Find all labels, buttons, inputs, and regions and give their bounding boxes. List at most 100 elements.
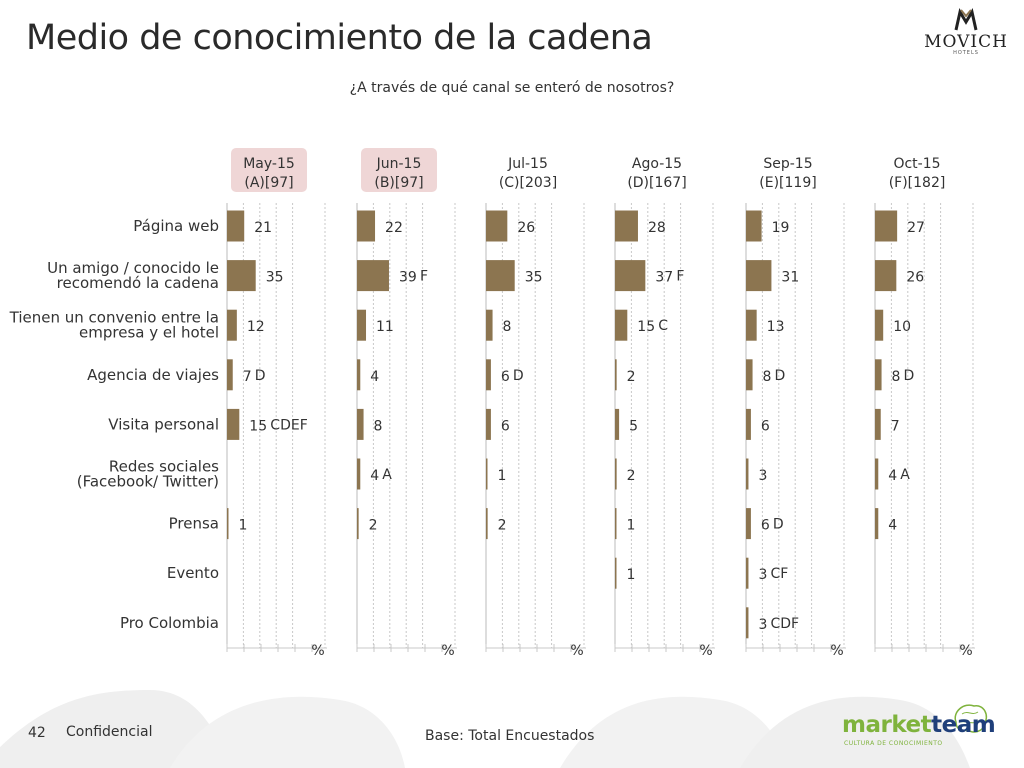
category-label: Un amigo / conocido le recomendó la caden… [47, 259, 219, 292]
chart-bar [357, 458, 361, 490]
significance-label: C [658, 318, 668, 334]
chart-bar [615, 557, 617, 589]
panel-unit-label: % [699, 643, 712, 659]
significance-label: A [382, 467, 392, 483]
bar-value-label: 2 [498, 518, 507, 534]
chart-bar [357, 508, 359, 540]
category-label-line: Un amigo / conocido le [47, 259, 219, 277]
significance-label: D [513, 368, 524, 384]
category-label-line: Página web [133, 217, 219, 235]
chart-bar [875, 210, 898, 242]
chart-bar [357, 260, 389, 292]
mt-word-market: market [842, 712, 932, 738]
bar-value-label: 6 [501, 369, 510, 385]
category-label: Evento [167, 564, 219, 582]
bar-value-label: 21 [254, 220, 272, 236]
significance-label: F [420, 269, 428, 285]
panel-unit-label: % [570, 643, 583, 659]
bar-value-label: 11 [376, 319, 394, 335]
bar-chart-panels: Página web Un amigo / conocido le recomend… [9, 148, 975, 659]
category-label-line: recomendó la cadena [57, 274, 219, 292]
bar-value-label: 26 [906, 270, 924, 286]
bar-value-label: 6 [761, 518, 770, 534]
chart-bar [357, 309, 367, 341]
chart-bar [227, 260, 256, 292]
chart-bar [486, 359, 491, 391]
bar-value-label: 1 [627, 518, 636, 534]
chart-bar [746, 359, 753, 391]
bar-value-label: 27 [907, 220, 925, 236]
logo-subtext: HOTELS [953, 50, 979, 56]
panel-unit-label: % [959, 643, 972, 659]
bar-value-label: 22 [385, 220, 403, 236]
chart-bar [875, 458, 879, 490]
bar-value-label: 2 [627, 468, 636, 484]
confidential-label: Confidencial [66, 724, 153, 740]
bar-value-label: 8 [503, 319, 512, 335]
panel-header-month: Oct-15 [893, 156, 940, 172]
bar-value-label: 4 [888, 518, 897, 534]
chart-bar [875, 309, 884, 341]
chart-bar [746, 309, 757, 341]
chart-bar [227, 359, 233, 391]
panel-header-highlight [361, 148, 437, 192]
chart-bar [746, 260, 772, 292]
bar-value-label: 2 [369, 518, 378, 534]
bar-value-label: 4 [888, 468, 897, 484]
category-label-line: Pro Colombia [120, 614, 219, 632]
marketteam-tagline: CULTURA DE CONOCIMIENTO [844, 740, 943, 747]
category-label-line: Evento [167, 564, 219, 582]
bar-value-label: 28 [648, 220, 666, 236]
bar-value-label: 12 [247, 319, 265, 335]
bar-value-label: 35 [266, 270, 284, 286]
panel-header-month: May-15 [243, 156, 295, 172]
panel-header-highlight [231, 148, 307, 192]
category-label-line: Agencia de viajes [87, 366, 219, 384]
bar-value-label: 1 [498, 468, 507, 484]
panel-header-base: (C)[203] [499, 175, 557, 191]
panel-header-month: Jul-15 [507, 156, 548, 172]
chart-bar [615, 408, 620, 440]
category-label-line: empresa y el hotel [79, 324, 219, 342]
category-label-line: Prensa [169, 515, 219, 533]
significance-label: CDF [770, 616, 799, 632]
chart-bar [615, 210, 638, 242]
logo-wordmark: MOVICH [924, 32, 1008, 52]
panel-header-month: Sep-15 [763, 156, 812, 172]
bar-value-label: 1 [239, 518, 248, 534]
panel-header-base: (E)[119] [759, 175, 816, 191]
panel-header-base: (B)[97] [374, 175, 423, 191]
category-label: Página web [133, 217, 219, 235]
chart-bar [875, 408, 881, 440]
chart-bar [615, 309, 628, 341]
bar-value-label: 3 [758, 468, 767, 484]
panel-header-base: (D)[167] [627, 175, 686, 191]
panel-header-month: Ago-15 [632, 156, 682, 172]
chart-bar [227, 210, 245, 242]
panel-header-base: (F)[182] [889, 175, 946, 191]
chart-bar [486, 408, 491, 440]
chart-bar [357, 359, 361, 391]
bar-value-label: 37 [655, 270, 673, 286]
chart-bar [227, 408, 240, 440]
chart-bar [615, 458, 617, 490]
chart-bar [486, 260, 515, 292]
page-title: Medio de conocimiento de la cadena [26, 18, 653, 58]
bar-value-label: 31 [781, 270, 799, 286]
bar-value-label: 2 [627, 369, 636, 385]
chart-bar [875, 260, 897, 292]
bar-value-label: 7 [243, 369, 252, 385]
chart-bar [615, 260, 646, 292]
significance-label: CDEF [270, 417, 307, 433]
category-label-line: Redes sociales [109, 458, 219, 476]
bar-value-label: 8 [374, 418, 383, 434]
panel-unit-label: % [441, 643, 454, 659]
bar-value-label: 19 [772, 220, 790, 236]
category-label: Visita personal [108, 415, 219, 433]
chart-bar [746, 607, 749, 639]
chart-bar [486, 508, 488, 540]
chart-bar [875, 508, 879, 540]
panel-unit-label: % [311, 643, 324, 659]
bar-value-label: 1 [627, 567, 636, 583]
